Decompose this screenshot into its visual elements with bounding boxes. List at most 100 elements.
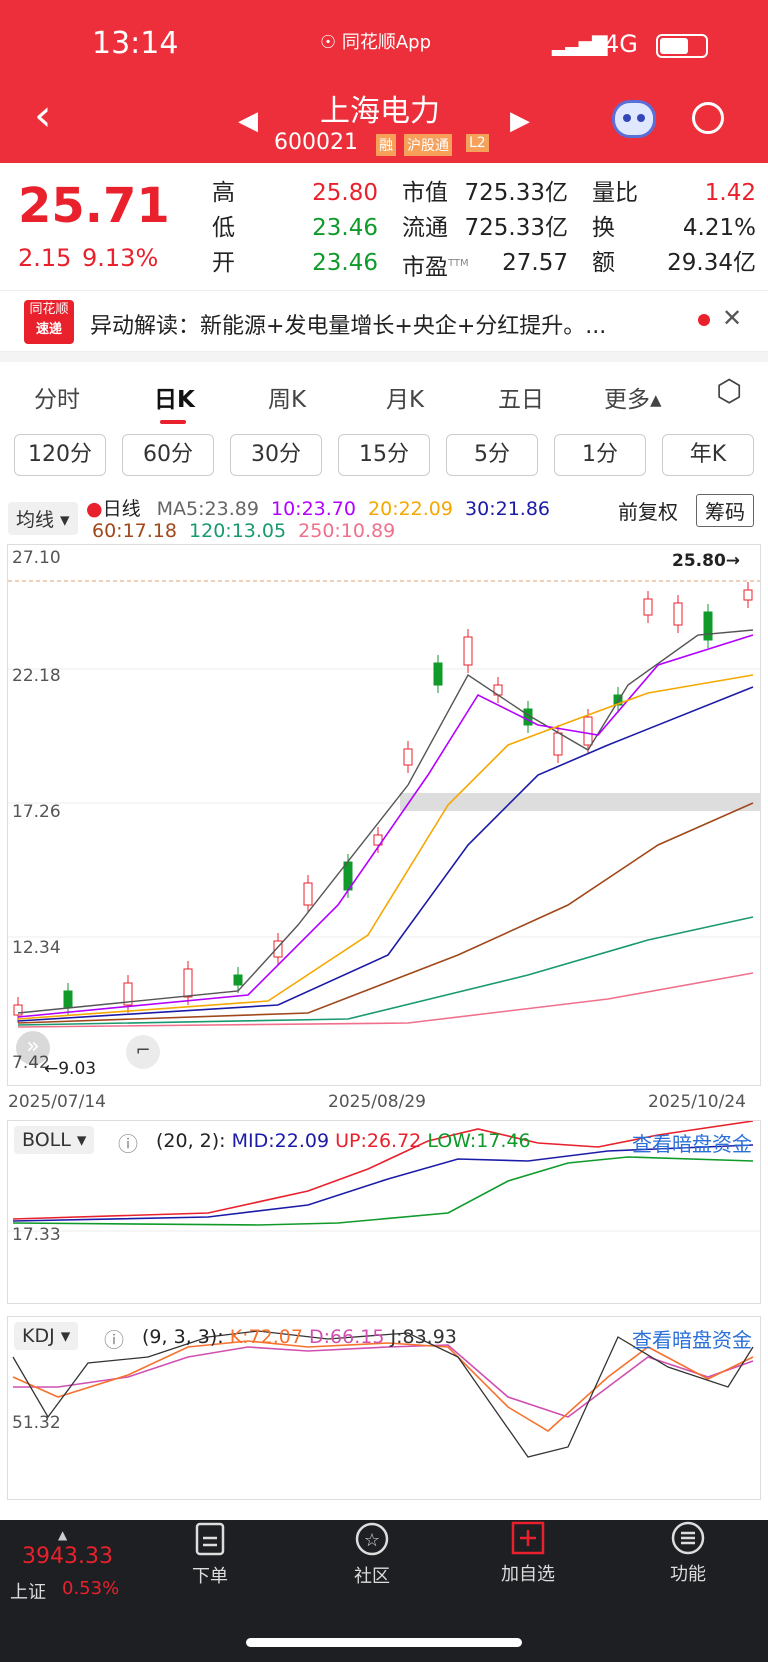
y-tick-4: 12.34 [12, 938, 61, 958]
battery-icon [656, 34, 708, 58]
nav-community[interactable]: ☆ 社区 [312, 1520, 432, 1588]
candle-body [703, 611, 713, 641]
tab-more[interactable]: 更多▴ [604, 387, 662, 413]
home-indicator [246, 1638, 522, 1647]
ma-mode-dropdown[interactable]: 均线 ▾ [8, 502, 78, 535]
search-icon[interactable] [692, 102, 724, 134]
tag-l2: L2 [466, 134, 489, 152]
boll-help-icon[interactable]: ⓘ [118, 1132, 138, 1156]
candle-body [13, 1004, 23, 1016]
kdj-d-line [13, 1344, 754, 1418]
boll-low-line [12, 1156, 754, 1226]
y-tick-3: 17.26 [12, 802, 61, 822]
ma60-line [17, 802, 754, 1024]
ma10-line [17, 634, 754, 1018]
nav-order[interactable]: 下单 [150, 1520, 270, 1588]
index-value[interactable]: 3943.33 [22, 1544, 113, 1569]
candle-body [123, 982, 133, 1006]
settings-hexagon-icon[interactable]: ⬡ [716, 374, 743, 409]
status-time: 13:14 [92, 26, 179, 61]
period-30m[interactable]: 30分 [230, 434, 322, 476]
news-logo: 同花顺 速递 [24, 300, 74, 344]
candle-body [583, 716, 593, 746]
boll-values: (20, 2): MID:22.09 UP:26.72 LOW:17.46 [156, 1130, 531, 1152]
candle-body [433, 662, 443, 686]
kdj-panel[interactable]: 51.32 [7, 1316, 761, 1500]
ma250-line [17, 972, 754, 1028]
stats-col-2-values: 725.33亿 725.33亿 27.57 [464, 180, 568, 276]
candle-body [553, 732, 563, 756]
candle-body [743, 589, 753, 601]
kdj-j-line [12, 1330, 754, 1458]
kdj-dark-pool-link[interactable]: 查看暗盘资金 [632, 1328, 752, 1352]
x-tick-3: 2025/10/24 [648, 1092, 746, 1112]
kdj-help-icon[interactable]: ⓘ [104, 1328, 124, 1352]
candle-body [463, 636, 473, 666]
tag-connect: 沪股通 [404, 134, 452, 156]
robot-assistant-icon[interactable] [612, 100, 656, 138]
menu-circle-icon [671, 1521, 705, 1555]
news-bar[interactable] [0, 290, 768, 352]
period-120m[interactable]: 120分 [14, 434, 106, 476]
add-plus-icon [511, 1521, 545, 1555]
tab-five-day[interactable]: 五日 [498, 387, 544, 413]
stats-col-3-values: 1.42 4.21% 29.34亿 [667, 180, 756, 276]
stock-name: 上海电力 [320, 94, 440, 129]
nav-functions[interactable]: 功能 [628, 1520, 748, 1586]
period-15m[interactable]: 15分 [338, 434, 430, 476]
chips-button[interactable]: 筹码 [696, 494, 754, 527]
svg-text:☆: ☆ [364, 1530, 380, 1551]
tab-weekly-k[interactable]: 周K [268, 387, 307, 413]
ma20-line [17, 674, 754, 1020]
candle-body [233, 974, 243, 986]
back-icon[interactable]: ‹ [34, 90, 52, 141]
candle-body [373, 834, 383, 846]
price-adjust-label[interactable]: 前复权 [618, 500, 678, 524]
tab-monthly-k[interactable]: 月K [386, 387, 425, 413]
period-60m[interactable]: 60分 [122, 434, 214, 476]
boll-mid-line [12, 1144, 754, 1222]
kdj-values: (9, 3, 3): K:72.07 D:66.15 J:83.93 [142, 1326, 457, 1348]
tab-daily-k[interactable]: 日K [154, 387, 195, 413]
kdj-tick: 51.32 [12, 1413, 61, 1433]
ma5-line [17, 629, 754, 1014]
tab-intraday[interactable]: 分时 [34, 387, 80, 413]
boll-panel[interactable]: 17.33 [7, 1120, 761, 1304]
kline-chart[interactable]: 27.10 22.18 17.26 12.34 7.42 25.80→ ←9.0… [7, 544, 761, 1086]
resistance-zone [400, 793, 760, 811]
stats-col-3: 量比换额 [592, 180, 638, 276]
close-icon[interactable]: ✕ [722, 304, 743, 332]
period-year-k[interactable]: 年K [662, 434, 754, 476]
stats-col-1: 高低开 [212, 180, 235, 276]
kdj-k-line [12, 1340, 754, 1432]
y-tick-5: 7.42 [12, 1053, 50, 1073]
kdj-dropdown[interactable]: KDJ ▾ [14, 1322, 79, 1350]
candle-body [643, 598, 653, 616]
last-price: 25.71 [18, 178, 170, 234]
candle-body [63, 990, 73, 1008]
nav-add-watchlist[interactable]: 加自选 [468, 1520, 588, 1586]
prev-stock-icon[interactable]: ◀ [238, 106, 258, 136]
low-marker: ←9.03 [44, 1059, 97, 1079]
period-5m[interactable]: 5分 [446, 434, 538, 476]
candle-body [273, 940, 283, 958]
index-pct: 0.53% [62, 1578, 120, 1599]
tag-margin: 融 [376, 134, 396, 156]
community-star-icon: ☆ [355, 1522, 389, 1556]
boll-up-line [12, 1121, 754, 1220]
boll-dark-pool-link[interactable]: 查看暗盘资金 [632, 1132, 752, 1156]
high-marker: 25.80→ [672, 551, 741, 571]
expand-left-icon[interactable]: » [16, 1031, 50, 1065]
ma-legend-row1: ●日线 MA5:23.89 10:23.70 20:22.09 30:21.86 [86, 498, 551, 520]
ma-legend-row2: 60:17.18 120:13.05 250:10.89 [92, 520, 396, 542]
stock-code: 600021 [274, 130, 358, 155]
boll-dropdown[interactable]: BOLL ▾ [14, 1126, 95, 1154]
period-1m[interactable]: 1分 [554, 434, 646, 476]
signal-icon: ▂▃▅▇ [552, 32, 608, 56]
next-stock-icon[interactable]: ▶ [510, 106, 530, 136]
divider [0, 352, 768, 362]
order-doc-icon [195, 1522, 225, 1556]
news-text[interactable]: 异动解读：新能源+发电量增长+央企+分红提升。... [90, 314, 607, 339]
stats-col-1-values: 25.80 23.46 23.46 [312, 180, 378, 276]
fullscreen-icon[interactable]: ⌐ [126, 1035, 160, 1069]
